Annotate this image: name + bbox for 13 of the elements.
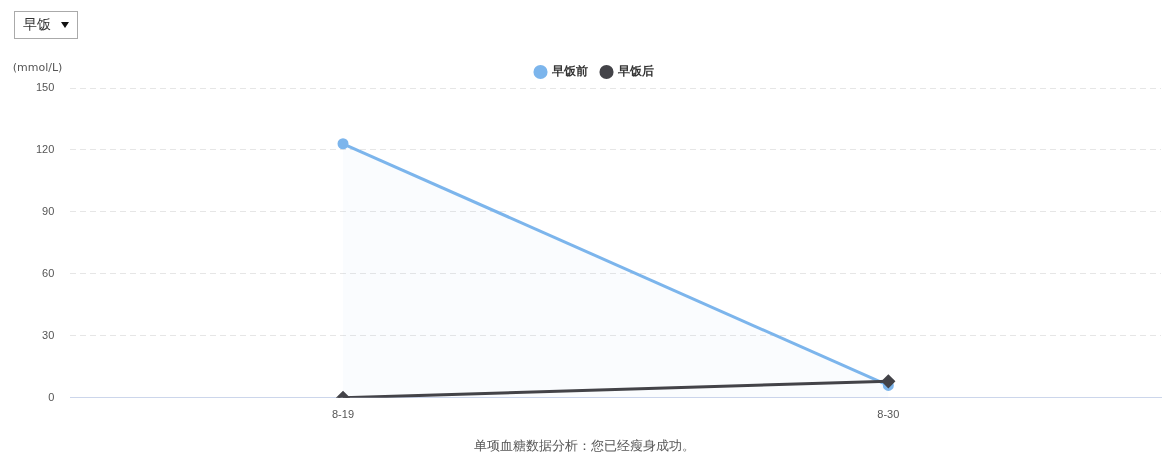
dropdown: 早饭 <box>14 11 78 39</box>
legend-label: 早饭前 <box>550 64 588 79</box>
y-tick-label: 0 <box>48 390 55 403</box>
y-tick-label: 150 <box>35 81 55 94</box>
y-tick-label: 60 <box>42 266 55 279</box>
x-tick-label: 8-19 <box>332 408 355 421</box>
y-tick-label: 30 <box>42 328 55 341</box>
text: 单项血糖数据分析：您已经瘦身成功。 <box>473 437 696 455</box>
legend-label: 早饭后 <box>616 64 654 79</box>
y-tick-label: 90 <box>42 204 55 217</box>
y-axis-title: (mmol/L) <box>12 61 63 75</box>
x-tick-label: 8-30 <box>877 408 900 421</box>
y-tick-label: 120 <box>35 142 55 155</box>
